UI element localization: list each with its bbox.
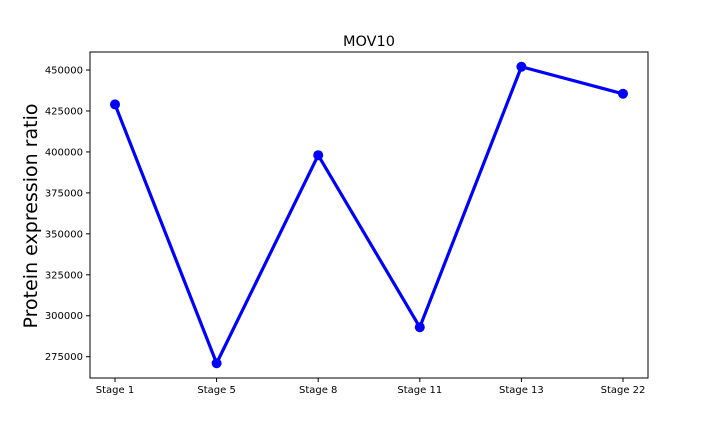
series-line bbox=[113, 65, 625, 365]
data-point bbox=[618, 88, 628, 99]
data-point bbox=[516, 61, 527, 72]
y-tick-label: 350000 bbox=[45, 229, 83, 240]
y-tick-label: 325000 bbox=[45, 270, 83, 281]
series-layer bbox=[110, 61, 628, 369]
y-tick-label: 300000 bbox=[45, 311, 83, 322]
x-tick-label: Stage 8 bbox=[299, 385, 337, 396]
x-tick-label: Stage 22 bbox=[601, 385, 646, 396]
y-tick-label: 450000 bbox=[45, 66, 83, 77]
x-tick-label: Stage 1 bbox=[96, 385, 134, 396]
y-tick-label: 275000 bbox=[45, 352, 83, 363]
x-tick-label: Stage 11 bbox=[397, 385, 442, 396]
y-axis-label: Protein expression ratio bbox=[20, 104, 42, 329]
y-axis-ticks: 275000 300000 325000 350000 375000 400000 4250… bbox=[45, 66, 90, 363]
x-tick-label: Stage 5 bbox=[197, 385, 235, 396]
data-point bbox=[110, 99, 120, 110]
data-point bbox=[211, 358, 222, 369]
plot-frame bbox=[89, 51, 649, 379]
y-tick-label: 375000 bbox=[45, 188, 83, 199]
data-point bbox=[414, 322, 425, 333]
x-tick-label: Stage 13 bbox=[499, 385, 544, 396]
y-tick-label: 400000 bbox=[45, 147, 83, 158]
chart-title: MOV10 bbox=[343, 34, 395, 50]
y-tick-label: 425000 bbox=[45, 106, 83, 117]
x-axis-ticks: Stage 1 Stage 5 Stage 8 Stage 11 Stage 13 Sta… bbox=[96, 378, 646, 396]
data-point bbox=[313, 150, 324, 161]
